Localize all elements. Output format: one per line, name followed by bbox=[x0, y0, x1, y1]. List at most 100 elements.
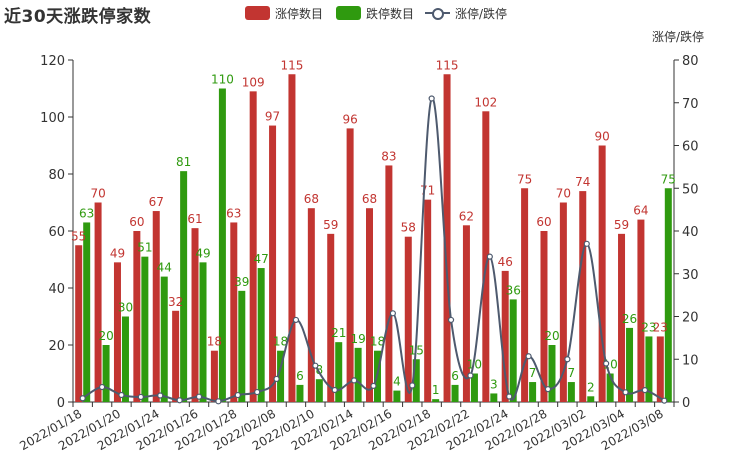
legend-line-marker-icon bbox=[425, 6, 450, 20]
bar-limit-down bbox=[180, 171, 188, 402]
ratio-point bbox=[583, 240, 590, 247]
y-left-tick-label: 80 bbox=[48, 168, 65, 183]
bar-limit-up bbox=[637, 219, 645, 402]
legend-item-limit-up[interactable]: 涨停数目 bbox=[245, 4, 323, 22]
ratio-point bbox=[428, 95, 435, 102]
ratio-point bbox=[506, 393, 513, 400]
bar-limit-up bbox=[540, 231, 548, 402]
data-label-limit-up: 68 bbox=[362, 192, 377, 206]
bar-limit-up bbox=[559, 202, 567, 402]
data-label-limit-up: 115 bbox=[436, 58, 459, 72]
y-right-tick-label: 20 bbox=[682, 311, 699, 326]
bar-limit-down bbox=[664, 188, 672, 402]
bar-limit-down bbox=[257, 268, 265, 402]
bar-limit-up bbox=[385, 165, 393, 402]
ratio-point bbox=[137, 393, 144, 401]
bar-limit-up bbox=[288, 74, 296, 402]
data-label-limit-down: 36 bbox=[506, 283, 521, 297]
data-label-limit-down: 30 bbox=[118, 301, 133, 315]
ratio-point bbox=[564, 356, 571, 363]
bar-limit-down bbox=[335, 342, 343, 402]
bar-limit-up bbox=[521, 188, 529, 402]
bar-limit-down bbox=[529, 382, 537, 402]
ratio-point bbox=[118, 391, 125, 399]
bar-limit-down bbox=[587, 396, 595, 402]
y-right-tick-label: 70 bbox=[682, 97, 699, 112]
data-label-limit-up: 67 bbox=[149, 195, 164, 209]
bar-limit-down bbox=[218, 88, 226, 402]
ratio-point bbox=[195, 393, 203, 400]
bar-limit-up bbox=[443, 74, 451, 402]
bar-limit-up bbox=[366, 208, 373, 402]
data-label-limit-up: 97 bbox=[265, 110, 280, 124]
data-label-limit-up: 63 bbox=[226, 206, 241, 220]
data-label-limit-down: 21 bbox=[331, 326, 346, 340]
y-right-tick-label: 10 bbox=[682, 353, 699, 368]
legend-item-limit-down[interactable]: 跌停数目 bbox=[336, 4, 414, 22]
bar-limit-up bbox=[210, 350, 218, 402]
ratio-point bbox=[409, 382, 416, 389]
data-label-limit-up: 102 bbox=[474, 95, 497, 109]
ratio-point bbox=[661, 397, 668, 404]
y-right-axis-label: 涨停/跌停 bbox=[652, 29, 704, 44]
y-right-tick-label: 30 bbox=[682, 268, 699, 283]
data-label-limit-up: 71 bbox=[420, 184, 435, 198]
ratio-point bbox=[312, 362, 319, 369]
y-right-tick-label: 60 bbox=[682, 140, 699, 155]
data-label-limit-down: 7 bbox=[529, 366, 537, 380]
legend-label-limit-up: 涨停数目 bbox=[275, 6, 324, 21]
data-label-limit-up: 90 bbox=[595, 130, 610, 144]
bar-limit-up bbox=[327, 233, 335, 402]
data-label-limit-up: 46 bbox=[498, 255, 513, 269]
y-right-tick-label: 40 bbox=[682, 225, 699, 240]
bar-limit-down bbox=[393, 390, 401, 402]
ratio-point bbox=[215, 398, 222, 405]
ratio-point bbox=[331, 386, 338, 394]
data-label-limit-up: 64 bbox=[633, 204, 648, 218]
bar-limit-down bbox=[296, 384, 304, 402]
bar-limit-up bbox=[307, 208, 315, 402]
legend-item-ratio[interactable]: 涨停/跌停 bbox=[425, 4, 507, 22]
y-right-tick-label: 80 bbox=[682, 54, 699, 69]
data-label-limit-down: 18 bbox=[273, 335, 288, 349]
bar-limit-up bbox=[269, 125, 277, 403]
ratio-point bbox=[351, 377, 358, 384]
ratio-point bbox=[254, 388, 261, 396]
data-label-limit-up: 61 bbox=[187, 212, 202, 226]
legend-label-ratio: 涨停/跌停 bbox=[455, 6, 508, 21]
bar-limit-up bbox=[113, 262, 121, 402]
data-label-limit-up: 59 bbox=[614, 218, 629, 232]
data-label-limit-up: 18 bbox=[207, 335, 222, 349]
data-label-limit-up: 75 bbox=[517, 172, 532, 186]
legend-label-limit-down: 跌停数目 bbox=[366, 6, 415, 21]
ratio-point bbox=[622, 389, 629, 396]
data-label-limit-down: 110 bbox=[211, 73, 234, 87]
bar-limit-down bbox=[83, 222, 91, 402]
ratio-point bbox=[389, 310, 396, 317]
ratio-point bbox=[544, 386, 552, 393]
ratio-point bbox=[292, 316, 300, 324]
data-label-limit-down: 2 bbox=[587, 380, 595, 394]
data-label-limit-up: 74 bbox=[575, 175, 590, 189]
bar-limit-up bbox=[424, 199, 432, 402]
data-label-limit-down: 47 bbox=[254, 252, 269, 266]
y-right-tick-label: 50 bbox=[682, 182, 699, 197]
bar-limit-up bbox=[598, 145, 606, 402]
bar-limit-up bbox=[152, 211, 160, 402]
bar-limit-down bbox=[490, 393, 498, 402]
data-label-limit-up: 70 bbox=[90, 187, 105, 201]
data-label-limit-up: 96 bbox=[342, 112, 357, 126]
data-label-limit-down: 18 bbox=[370, 335, 385, 349]
bar-limit-down bbox=[470, 373, 478, 402]
y-left-tick-label: 120 bbox=[40, 54, 65, 69]
bar-limit-down bbox=[606, 373, 614, 402]
ratio-point bbox=[98, 383, 106, 391]
y-left-tick-label: 40 bbox=[48, 282, 65, 297]
ratio-point bbox=[157, 392, 164, 399]
bar-limit-up bbox=[133, 231, 141, 402]
legend-swatch-limit-down bbox=[336, 6, 361, 20]
bar-limit-down bbox=[199, 262, 207, 402]
y-left-tick-label: 20 bbox=[48, 339, 65, 354]
